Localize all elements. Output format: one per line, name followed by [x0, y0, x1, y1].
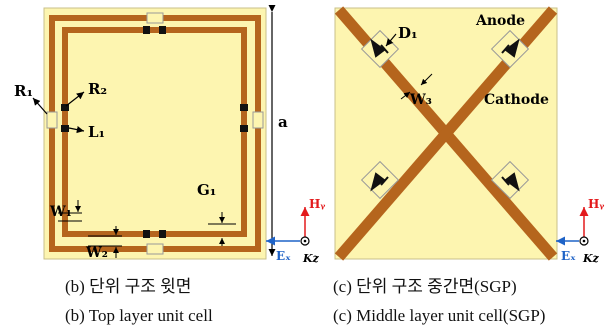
- label-a: a: [278, 113, 288, 131]
- left-hy-label: Hᵧ: [309, 197, 326, 211]
- caption-left-english: (b) Top layer unit cell: [65, 306, 213, 325]
- diode-tl: [370, 38, 389, 58]
- lumped-elements: [61, 26, 248, 238]
- caption-left-korean: (b) 단위 구조 윗면: [65, 277, 191, 296]
- element-bottom-a: [143, 230, 150, 238]
- gap-bottom: [146, 243, 164, 255]
- middle-layer-unit-cell: D₁ W₃ Anode Cathode Hᵧ Eₓ Kz: [334, 6, 605, 265]
- caption-right-korean: (c) 단위 구조 중간면(SGP): [333, 277, 517, 296]
- gap-top: [146, 12, 164, 24]
- left-kz-dot: [303, 239, 307, 243]
- gap-right: [252, 111, 264, 129]
- diode-br: [501, 172, 520, 192]
- right-axes: Hᵧ Eₓ Kz: [556, 197, 605, 265]
- left-ex-label: Eₓ: [276, 249, 291, 263]
- left-axes: Hᵧ Eₓ Kz: [266, 197, 326, 265]
- label-cathode: Cathode: [484, 92, 549, 108]
- w3-arrow-a: [420, 73, 433, 86]
- label-w3: W₃: [409, 92, 432, 108]
- left-substrate: [43, 7, 267, 260]
- r1-arrow: [32, 97, 48, 115]
- element-right-b: [240, 125, 248, 132]
- label-r2: R₂: [88, 80, 107, 98]
- label-l1: L₁: [88, 123, 105, 141]
- element-left-b: [61, 125, 69, 132]
- diode-bl: [370, 172, 389, 192]
- label-d1: D₁: [398, 24, 418, 42]
- d1-arrow: [385, 33, 397, 47]
- r2-arrow: [65, 91, 85, 107]
- element-top-a: [143, 26, 150, 34]
- top-layer-unit-cell: R₁ R₂ L₁ G₁ W₁ W₂ a Hᵧ Eₓ Kz: [14, 4, 326, 265]
- element-bottom-b: [159, 230, 166, 238]
- caption-right-english: (c) Middle layer unit cell(SGP): [333, 306, 545, 325]
- element-right-a: [240, 104, 248, 111]
- label-g1: G₁: [197, 181, 216, 199]
- element-top-b: [159, 26, 166, 34]
- right-ex-label: Eₓ: [561, 249, 576, 263]
- diode-tr: [501, 38, 520, 58]
- element-left-a: [61, 104, 69, 111]
- diodes: [370, 38, 520, 192]
- gap-left: [46, 111, 58, 129]
- l1-arrow: [68, 126, 85, 134]
- left-kz-label: Kz: [302, 252, 320, 265]
- right-kz-label: Kz: [582, 252, 600, 265]
- label-r1: R₁: [14, 82, 33, 100]
- w3-arrow-b: [400, 91, 411, 100]
- right-hy-label: Hᵧ: [588, 197, 605, 211]
- right-kz-dot: [582, 239, 586, 243]
- label-anode: Anode: [475, 13, 525, 29]
- label-w1: W₁: [49, 204, 72, 220]
- label-w2: W₂: [85, 245, 108, 261]
